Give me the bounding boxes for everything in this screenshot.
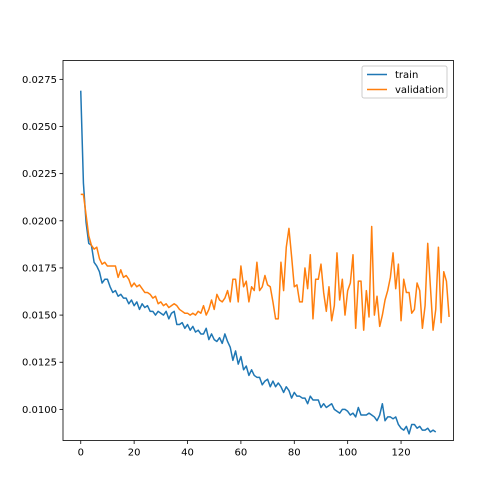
legend-label-validation: validation [395, 85, 444, 96]
x-axis: 0 20 40 60 80 100 120 [78, 440, 411, 459]
x-tick-label: 40 [181, 448, 194, 459]
y-axis: 0.0100 0.0125 0.0150 0.0175 0.0200 0.0225 0.02… [22, 75, 63, 416]
series-layer [80, 90, 450, 435]
plot-frame [62, 60, 454, 441]
y-tick-label: 0.0100 [22, 405, 57, 416]
series-line-train [80, 90, 437, 435]
x-tick-label: 80 [288, 448, 301, 459]
x-tick-label: 60 [235, 448, 248, 459]
y-tick-label: 0.0175 [22, 263, 57, 274]
y-tick-label: 0.0150 [22, 311, 57, 322]
legend-label-train: train [395, 70, 418, 81]
x-tick-label: 100 [338, 448, 357, 459]
y-tick-label: 0.0275 [22, 75, 57, 86]
x-tick-label: 20 [128, 448, 141, 459]
y-tick-label: 0.0225 [22, 169, 57, 180]
y-tick-label: 0.0125 [22, 358, 57, 369]
x-tick-label: 0 [78, 448, 84, 459]
legend: train validation [361, 65, 448, 99]
y-tick-label: 0.0200 [22, 216, 57, 227]
y-tick-label: 0.0250 [22, 122, 57, 133]
plot-area [63, 60, 454, 441]
x-tick-label: 120 [392, 448, 411, 459]
series-line-validation [80, 193, 450, 331]
